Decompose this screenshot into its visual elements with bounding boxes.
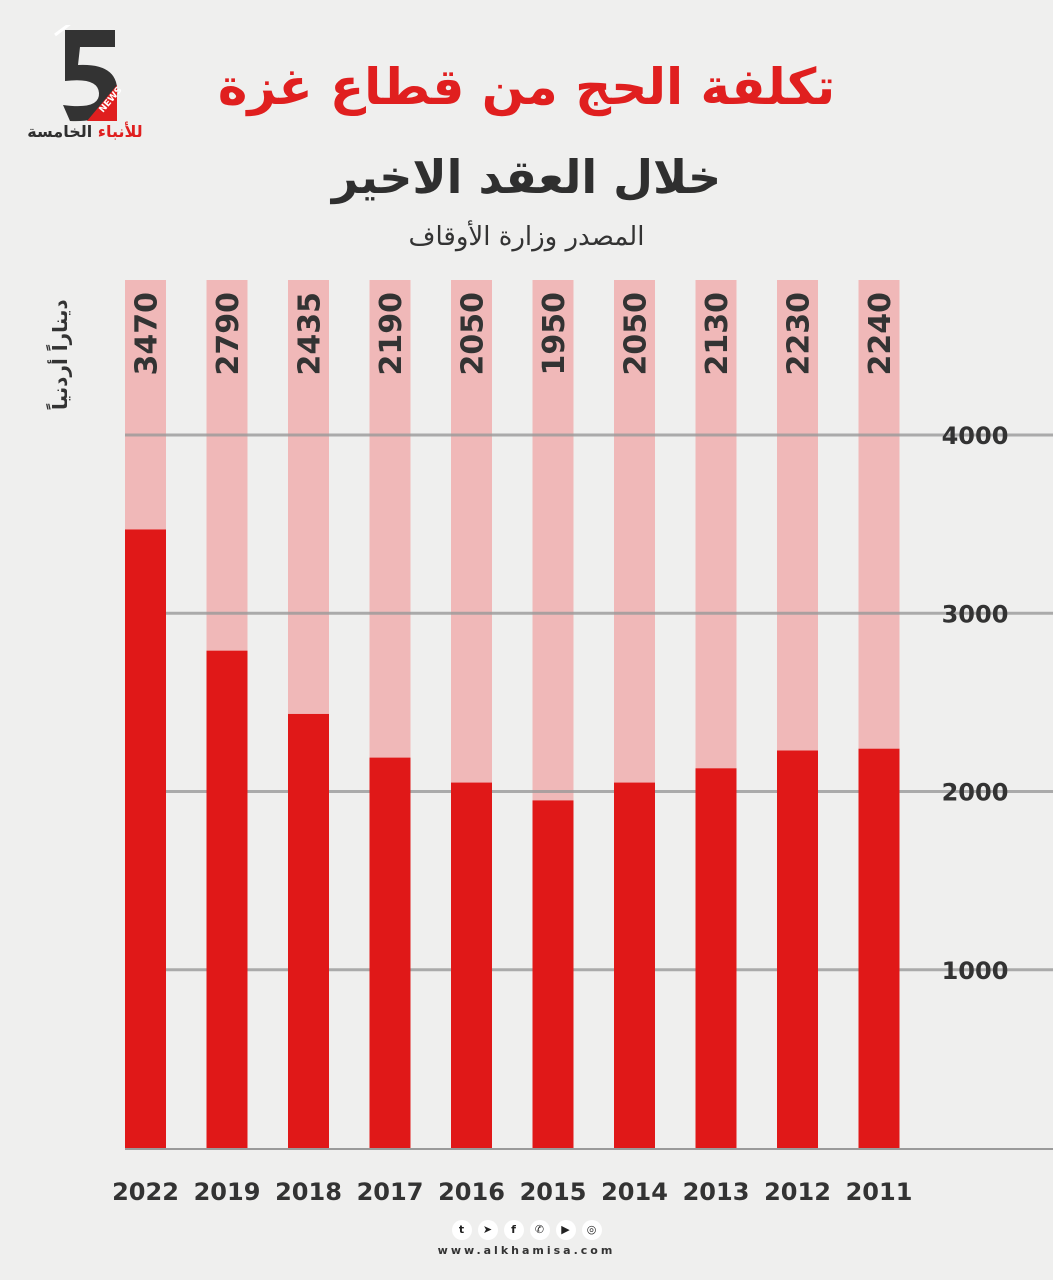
bar (532, 800, 574, 1148)
bar (614, 782, 655, 1148)
youtube-icon[interactable]: ▶ (555, 1220, 576, 1240)
x-tick-label: 2018 (275, 1178, 342, 1206)
x-tick-label: 2012 (764, 1178, 831, 1206)
x-tick-label: 2013 (683, 1178, 750, 1206)
bar (288, 713, 329, 1148)
x-tick-label: 2017 (357, 1178, 424, 1206)
logo-accent: للأنباء (97, 122, 143, 141)
telegram-icon[interactable]: ➤ (477, 1220, 498, 1240)
footer: t ➤ f ✆ ▶ ◎ www.alkhamisa.com (0, 1220, 1053, 1257)
value-label: 2790 (211, 292, 246, 376)
chart-title: تكلفة الحج من قطاع غزة (217, 58, 836, 116)
bar (451, 782, 492, 1148)
bar (695, 768, 737, 1148)
y-tick-label: 4000 (942, 422, 1009, 450)
y-tick-label: 1000 (942, 957, 1009, 985)
x-tick-label: 2011 (846, 1178, 913, 1206)
chart-source: المصدر وزارة الأوقاف (408, 222, 645, 252)
whatsapp-icon[interactable]: ✆ (529, 1220, 550, 1240)
logo-brand: الخامسة (27, 122, 93, 141)
brand-logo: NEWS (25, 21, 155, 145)
value-label: 2240 (863, 292, 898, 376)
y-tick-label: 2000 (942, 779, 1009, 807)
x-tick-label: 2016 (438, 1178, 505, 1206)
instagram-icon[interactable]: ◎ (581, 1220, 602, 1240)
value-label: 3470 (130, 292, 165, 376)
value-label: 2130 (700, 292, 735, 376)
x-tick-label: 2014 (601, 1178, 668, 1206)
bar (369, 757, 411, 1148)
bar (125, 529, 166, 1148)
x-tick-label: 2015 (520, 1178, 587, 1206)
twitter-icon[interactable]: t (451, 1220, 472, 1240)
logo-text: للأنباء الخامسة (25, 122, 145, 141)
bar (777, 750, 818, 1148)
x-tick-label: 2019 (194, 1178, 261, 1206)
facebook-icon[interactable]: f (503, 1220, 524, 1240)
x-tick-label: 2022 (112, 1178, 179, 1206)
value-label: 2050 (456, 292, 491, 376)
value-label: 2190 (374, 292, 409, 376)
bar (858, 748, 900, 1148)
y-tick-label: 3000 (942, 600, 1009, 628)
chart-subtitle: خلال العقد الاخير (331, 150, 722, 204)
value-label: 2050 (619, 292, 654, 376)
value-label: 1950 (537, 292, 572, 376)
website-url[interactable]: www.alkhamisa.com (437, 1244, 616, 1257)
value-label: 2435 (293, 292, 328, 376)
value-label: 2230 (782, 292, 817, 376)
bar (206, 650, 248, 1148)
